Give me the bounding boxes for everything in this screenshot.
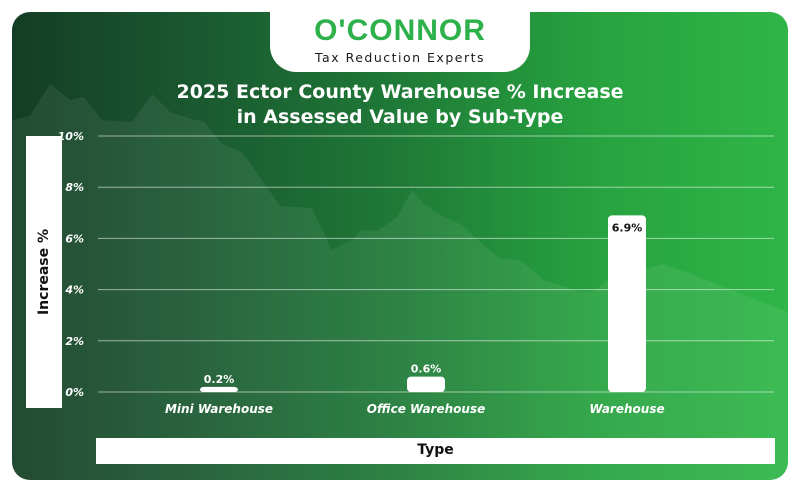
bar-value-label: 0.2% bbox=[204, 373, 235, 386]
chart-title: 2025 Ector County Warehouse % Increase i… bbox=[112, 80, 688, 130]
bar bbox=[407, 376, 445, 392]
y-tick-label: 10% bbox=[58, 130, 84, 143]
x-axis-label-box: Type bbox=[96, 438, 775, 464]
y-tick-label: 4% bbox=[64, 284, 84, 297]
bar bbox=[200, 386, 238, 392]
x-tick-label: Mini Warehouse bbox=[165, 402, 273, 416]
bar-chart: 0% 2% 4% 6% 8% 10% 0.2% Mini Warehouse 0.6% Offic… bbox=[58, 130, 774, 416]
x-tick-label: Warehouse bbox=[589, 402, 664, 416]
logo-tagline: Tax Reduction Experts bbox=[314, 50, 486, 65]
chart-title-line-2: in Assessed Value by Sub-Type bbox=[236, 106, 564, 128]
y-tick-label: 8% bbox=[65, 181, 84, 194]
bar-value-label: 0.6% bbox=[411, 363, 442, 376]
chart-title-line-1: 2025 Ector County Warehouse % Increase bbox=[176, 81, 624, 103]
y-tick-label: 6% bbox=[65, 232, 84, 245]
bar-value-label: 6.9% bbox=[612, 221, 643, 234]
y-tick-label: 0% bbox=[65, 386, 84, 399]
logo-wordmark: O'CONNOR bbox=[314, 14, 486, 47]
x-axis-label: Type bbox=[417, 442, 454, 458]
background-mountain-graphic bbox=[12, 84, 788, 480]
y-tick-label: 2% bbox=[65, 335, 84, 348]
logo-tab: O'CONNOR Tax Reduction Experts bbox=[270, 12, 530, 72]
y-axis-label-box: Increase % bbox=[26, 136, 62, 408]
bar bbox=[608, 215, 646, 392]
chart-card: O'CONNOR Tax Reduction Experts 2025 Ecto… bbox=[12, 12, 788, 480]
x-tick-label: Office Warehouse bbox=[367, 402, 485, 416]
